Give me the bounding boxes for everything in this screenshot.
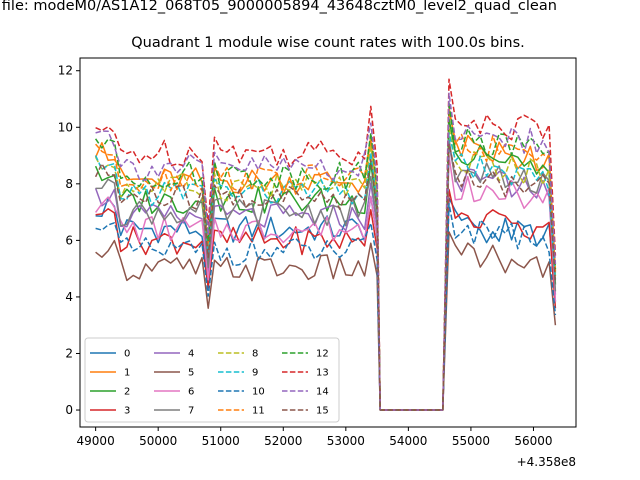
legend-label-5: 5: [188, 368, 194, 379]
series-line-0: [95, 195, 557, 411]
series-line-7: [95, 137, 557, 411]
x-offset-label: +4.358e8: [517, 455, 576, 469]
x-tick-label: 51000: [202, 434, 240, 448]
legend-label-0: 0: [124, 349, 130, 360]
y-tick-label: 2: [65, 346, 73, 360]
series-line-4: [94, 143, 557, 411]
series-line-8: [94, 126, 557, 411]
axes-frame: [79, 57, 577, 428]
legend-label-6: 6: [188, 387, 194, 398]
legend-label-14: 14: [316, 387, 329, 398]
x-tick-label: 53000: [327, 434, 365, 448]
x-tick-label: 54000: [389, 434, 427, 448]
series-line-9: [94, 132, 557, 411]
legend-label-2: 2: [124, 387, 130, 398]
legend-label-8: 8: [252, 349, 258, 360]
series-line-14: [95, 92, 557, 411]
y-tick-label: 4: [65, 290, 73, 304]
legend-label-13: 13: [316, 368, 329, 379]
x-tick-label: 52000: [264, 434, 302, 448]
series-line-11: [95, 106, 557, 411]
series-line-5: [95, 231, 557, 411]
x-tick-label: 55000: [452, 434, 490, 448]
y-tick-label: 0: [65, 403, 73, 417]
legend-label-3: 3: [124, 406, 130, 417]
axis-ticks: 49000 50000 51000 52000 53000 54000 55000 56000…: [58, 64, 553, 448]
y-tick-label: 8: [65, 177, 73, 191]
legend-label-9: 9: [252, 368, 258, 379]
y-tick-label: 6: [65, 233, 73, 247]
x-tick-label: 56000: [514, 434, 552, 448]
x-tick-label: 50000: [139, 434, 177, 448]
figure-suptitle: n file: modeM0/AS1A12_068T05_9000005894_…: [0, 0, 557, 14]
series-line-6: [94, 154, 557, 411]
legend-label-7: 7: [188, 406, 194, 417]
x-tick-label: 49000: [77, 434, 115, 448]
series-line-3: [95, 188, 557, 411]
legend-label-12: 12: [316, 349, 329, 360]
legend-label-4: 4: [188, 349, 194, 360]
series-line-10: [95, 202, 557, 411]
legend-label-10: 10: [252, 387, 265, 398]
series-line-15: [94, 143, 557, 411]
legend-label-11: 11: [252, 406, 265, 417]
y-tick-label: 10: [58, 120, 73, 134]
chart-title: Quadrant 1 module wise count rates with …: [131, 35, 525, 51]
series-line-12: [94, 101, 557, 411]
y-tick-label: 12: [58, 64, 73, 78]
legend-frame: [84, 337, 340, 423]
plot-lines: [94, 78, 557, 411]
series-line-13: [95, 78, 557, 411]
legend-label-15: 15: [316, 406, 329, 417]
legend-label-1: 1: [124, 368, 130, 379]
